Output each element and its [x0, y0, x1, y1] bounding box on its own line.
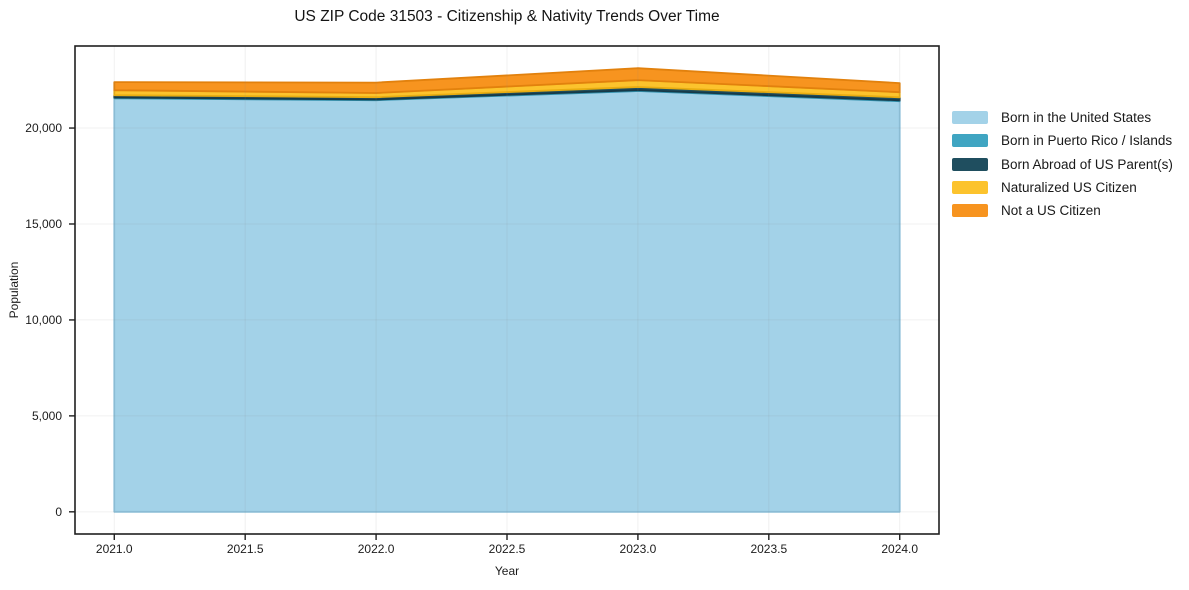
legend-label: Born Abroad of US Parent(s): [1001, 156, 1173, 172]
legend-item: Born in the United States: [952, 106, 1173, 129]
chart-title: US ZIP Code 31503 - Citizenship & Nativi…: [294, 8, 720, 25]
legend-swatch: [952, 204, 988, 218]
legend-swatch: [952, 157, 988, 171]
x-tick-label: 2022.0: [357, 542, 395, 556]
legend-item: Born in Puerto Rico / Islands: [952, 129, 1173, 152]
legend-label: Naturalized US Citizen: [1001, 180, 1137, 196]
legend-item: Born Abroad of US Parent(s): [952, 153, 1173, 176]
x-tick-label: 2022.5: [488, 542, 526, 556]
y-tick-label: 20,000: [25, 121, 62, 136]
y-tick-label: 10,000: [25, 312, 62, 327]
legend: Born in the United States Born in Puerto …: [952, 106, 1173, 222]
y-axis-label: Population: [7, 261, 21, 319]
legend-item: Naturalized US Citizen: [952, 176, 1173, 199]
x-tick-label: 2023.5: [750, 542, 788, 556]
legend-swatch: [952, 111, 988, 125]
x-axis-label: Year: [494, 564, 520, 578]
y-tick-label: 15,000: [25, 216, 62, 231]
legend-label: Not a US Citizen: [1001, 203, 1101, 219]
legend-swatch: [952, 134, 988, 148]
x-tick-label: 2021.5: [226, 542, 264, 556]
y-tick-label: 0: [55, 504, 62, 519]
legend-swatch: [952, 181, 988, 195]
legend-label: Born in the United States: [1001, 110, 1152, 126]
legend-item: Not a US Citizen: [952, 199, 1173, 222]
x-tick-label: 2024.0: [881, 542, 919, 556]
x-tick-label: 2021.0: [95, 542, 133, 556]
x-tick-label: 2023.0: [619, 542, 657, 556]
area-series-4: [113, 67, 901, 94]
y-tick-label: 5,000: [31, 408, 62, 423]
legend-label: Born in Puerto Rico / Islands: [1001, 133, 1173, 149]
